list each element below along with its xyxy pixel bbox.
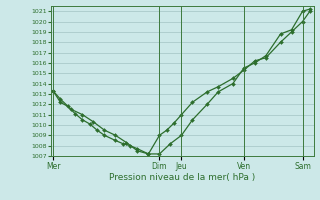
X-axis label: Pression niveau de la mer( hPa ): Pression niveau de la mer( hPa ) bbox=[109, 173, 256, 182]
